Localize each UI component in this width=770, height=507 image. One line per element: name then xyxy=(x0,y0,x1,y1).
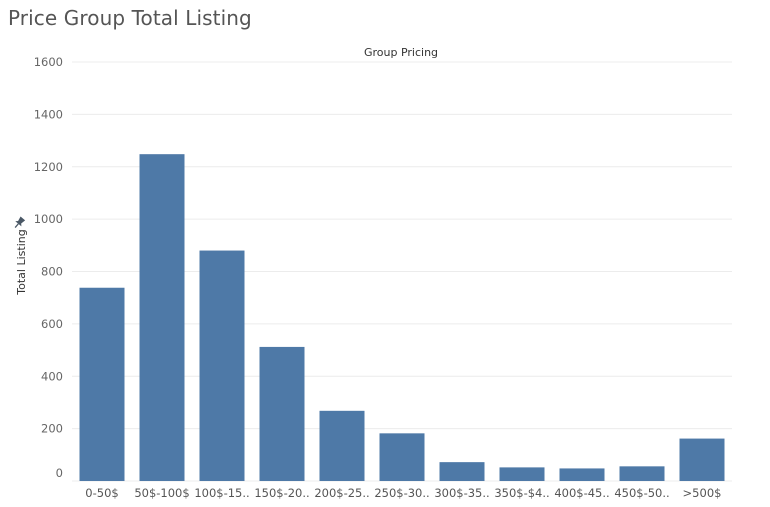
bar[interactable] xyxy=(199,250,245,481)
x-tick-label: 450$-50.. xyxy=(614,486,669,500)
bar[interactable] xyxy=(499,467,545,481)
x-tick-label: 150$-20.. xyxy=(254,486,309,500)
y-axis-title: Total Listing xyxy=(15,229,28,295)
bar[interactable] xyxy=(439,462,485,481)
x-tick-label: 400$-45.. xyxy=(554,486,609,500)
y-tick-label: 600 xyxy=(41,317,63,331)
bar[interactable] xyxy=(79,287,125,481)
y-tick-label: 1200 xyxy=(34,160,63,174)
y-tick-label: 800 xyxy=(41,265,63,279)
y-axis-ticks: 0 200 400 600 800 1000 1200 1400 1600 xyxy=(34,55,63,480)
x-tick-label: 350$-$4.. xyxy=(494,486,549,500)
y-tick-label: 1600 xyxy=(34,55,63,69)
bar[interactable] xyxy=(259,346,305,481)
bar[interactable] xyxy=(139,154,185,481)
x-tick-label: 200$-25.. xyxy=(314,486,369,500)
x-tick-label: 300$-35.. xyxy=(434,486,489,500)
y-tick-label: 200 xyxy=(41,422,63,436)
y-tick-label: 1000 xyxy=(34,212,63,226)
bars xyxy=(79,154,725,481)
y-tick-label: 0 xyxy=(56,466,63,480)
bar[interactable] xyxy=(679,438,725,481)
x-tick-label: 50$-100$ xyxy=(134,486,189,500)
bar[interactable] xyxy=(379,433,425,481)
bar[interactable] xyxy=(319,410,365,481)
bar[interactable] xyxy=(559,468,605,481)
y-tick-label: 1400 xyxy=(34,107,63,121)
x-tick-label: 250$-30.. xyxy=(374,486,429,500)
bar[interactable] xyxy=(619,466,665,481)
chart-title: Price Group Total Listing xyxy=(8,6,252,30)
x-tick-label: 100$-15.. xyxy=(194,486,249,500)
column-header: Group Pricing xyxy=(364,46,438,59)
x-tick-label: 0-50$ xyxy=(85,486,118,500)
pin-icon[interactable] xyxy=(12,216,26,230)
x-tick-label: >500$ xyxy=(683,486,722,500)
x-axis-labels: 0-50$ 50$-100$ 100$-15.. 150$-20.. 200$-25..… xyxy=(85,486,721,500)
y-tick-label: 400 xyxy=(41,369,63,383)
